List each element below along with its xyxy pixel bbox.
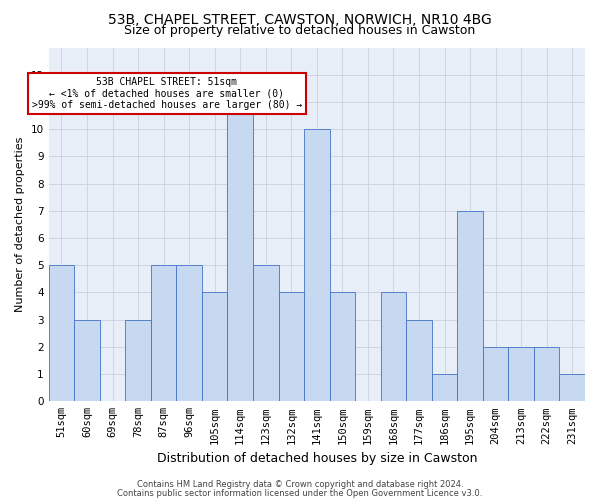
Bar	[457, 211, 483, 402]
Text: Contains HM Land Registry data © Crown copyright and database right 2024.: Contains HM Land Registry data © Crown c…	[137, 480, 463, 489]
Bar	[406, 320, 432, 402]
Text: Contains public sector information licensed under the Open Government Licence v3: Contains public sector information licen…	[118, 488, 482, 498]
Bar	[329, 292, 355, 402]
X-axis label: Distribution of detached houses by size in Cawston: Distribution of detached houses by size …	[157, 452, 477, 465]
Y-axis label: Number of detached properties: Number of detached properties	[15, 136, 25, 312]
Text: 53B, CHAPEL STREET, CAWSTON, NORWICH, NR10 4BG: 53B, CHAPEL STREET, CAWSTON, NORWICH, NR…	[108, 12, 492, 26]
Bar	[74, 320, 100, 402]
Bar	[380, 292, 406, 402]
Bar	[151, 265, 176, 402]
Bar	[432, 374, 457, 402]
Bar	[508, 347, 534, 402]
Bar	[49, 265, 74, 402]
Bar	[534, 347, 559, 402]
Bar	[278, 292, 304, 402]
Text: Size of property relative to detached houses in Cawston: Size of property relative to detached ho…	[124, 24, 476, 37]
Bar	[227, 102, 253, 402]
Bar	[202, 292, 227, 402]
Bar	[253, 265, 278, 402]
Bar	[125, 320, 151, 402]
Bar	[559, 374, 585, 402]
Bar	[483, 347, 508, 402]
Bar	[304, 129, 329, 402]
Bar	[176, 265, 202, 402]
Text: 53B CHAPEL STREET: 51sqm
← <1% of detached houses are smaller (0)
>99% of semi-d: 53B CHAPEL STREET: 51sqm ← <1% of detach…	[32, 77, 302, 110]
